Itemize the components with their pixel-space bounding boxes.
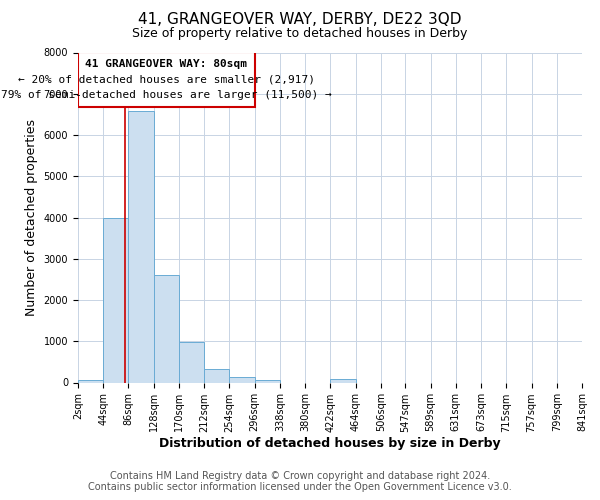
Bar (78, 380, 103, 382)
Bar (331, 379, 356, 382)
Bar (103, 218, 128, 382)
Text: 79% of semi-detached houses are larger (11,500) →: 79% of semi-detached houses are larger (… (1, 90, 332, 100)
Bar (154, 275, 179, 382)
Text: 41 GRANGEOVER WAY: 80sqm: 41 GRANGEOVER WAY: 80sqm (85, 60, 247, 70)
Bar (229, 377, 254, 382)
X-axis label: Distribution of detached houses by size in Derby: Distribution of detached houses by size … (159, 438, 501, 450)
Bar (179, 342, 204, 382)
Text: ← 20% of detached houses are smaller (2,917): ← 20% of detached houses are smaller (2,… (18, 74, 315, 85)
Bar (254, 380, 280, 382)
Text: Size of property relative to detached houses in Derby: Size of property relative to detached ho… (133, 28, 467, 40)
Text: Contains HM Land Registry data © Crown copyright and database right 2024.
Contai: Contains HM Land Registry data © Crown c… (88, 471, 512, 492)
Text: 41, GRANGEOVER WAY, DERBY, DE22 3QD: 41, GRANGEOVER WAY, DERBY, DE22 3QD (138, 12, 462, 28)
Y-axis label: Number of detached properties: Number of detached properties (25, 119, 38, 316)
Bar (128, 111, 154, 382)
Bar (78, 52, 254, 107)
Bar (204, 369, 229, 382)
